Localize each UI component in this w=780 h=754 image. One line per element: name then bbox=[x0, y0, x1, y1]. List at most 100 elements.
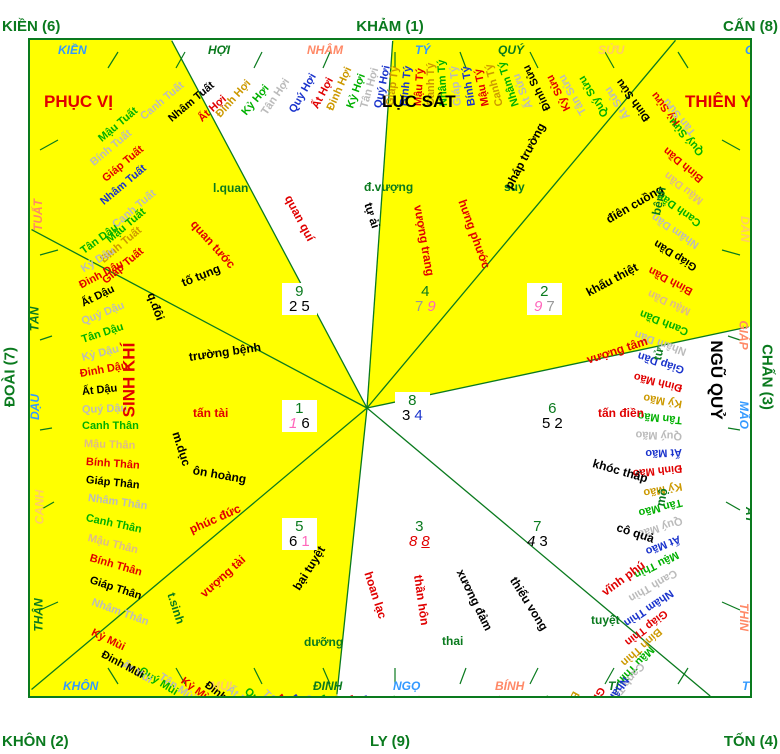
term-d-vuong: đ.vượng bbox=[364, 180, 414, 194]
corner-label-ton: TỐN (4) bbox=[723, 733, 778, 750]
sector-title-sinh-khi: SINH KHÍ bbox=[119, 342, 139, 418]
term-tu: tử bbox=[650, 346, 667, 362]
star-number-right: 1 bbox=[301, 533, 310, 550]
corner-label-chan: CHẤN (3) bbox=[758, 344, 776, 410]
direction-tick bbox=[529, 51, 539, 69]
direction-label-thìn: THÌN bbox=[737, 603, 751, 631]
direction-label-khôn: KHÔN bbox=[63, 679, 99, 693]
star-number-left: 5 bbox=[542, 415, 551, 432]
corner-label-kham: KHẢM (1) bbox=[356, 18, 424, 35]
direction-label-giáp: GIÁP bbox=[736, 320, 751, 350]
corner-label-can: CẤN (8) bbox=[723, 18, 778, 35]
direction-tick bbox=[322, 51, 331, 69]
sector-wedge bbox=[30, 408, 367, 696]
direction-tick bbox=[721, 139, 741, 151]
star-number-right: 6 bbox=[301, 415, 310, 432]
corner-label-khon: KHÔN (2) bbox=[2, 733, 69, 750]
star-number-top: 5 bbox=[290, 519, 309, 534]
direction-label-hợi: HỢI bbox=[208, 43, 231, 57]
direction-tick bbox=[604, 667, 615, 685]
sector-divider-ray bbox=[366, 40, 394, 409]
direction-label-mão: MÃO bbox=[737, 401, 751, 429]
sector-wedge bbox=[30, 228, 367, 691]
star-number-top: 9 bbox=[290, 284, 309, 299]
direction-label-ất: ẤT bbox=[743, 507, 752, 523]
direction-tick bbox=[39, 139, 59, 151]
star-number-left: 7 bbox=[415, 298, 424, 315]
direction-tick bbox=[459, 667, 467, 685]
ganzhi-label: Tân Tị bbox=[453, 696, 466, 697]
direction-tick bbox=[39, 335, 53, 341]
direction-tick bbox=[725, 501, 741, 511]
star-number-left: 9 bbox=[534, 298, 543, 315]
sector-divider-ray bbox=[171, 40, 368, 409]
sector-title-luc-sat: LỤC SÁT bbox=[382, 92, 456, 111]
star-number-right: 2 bbox=[554, 415, 563, 432]
direction-tick bbox=[39, 601, 59, 611]
star-number-top: 2 bbox=[535, 284, 554, 299]
term-tuyet: tuyệt bbox=[591, 613, 620, 627]
direction-tick bbox=[39, 249, 59, 256]
star-number-left: 1 bbox=[289, 415, 298, 432]
direction-label-tuất: TUẤT bbox=[31, 199, 45, 231]
star-number-right: 7 bbox=[546, 298, 555, 315]
direction-label-đinh: ĐINH bbox=[313, 679, 343, 693]
direction-label-kiền: KIỀN bbox=[58, 43, 87, 57]
direction-label-dần: DẦN bbox=[738, 216, 752, 242]
star-number-left: 3 bbox=[402, 407, 411, 424]
sector-title-thien-y: THIÊN Y bbox=[685, 92, 752, 111]
direction-label-bính: BÍNH bbox=[495, 679, 525, 693]
direction-tick bbox=[175, 51, 186, 69]
sector-divider-ray bbox=[366, 326, 749, 409]
star-number-top: 3 bbox=[415, 518, 424, 535]
direction-tick bbox=[721, 601, 741, 611]
direction-label-ngọ: NGỌ bbox=[393, 679, 421, 693]
ganzhi-label: Canh Thân bbox=[82, 420, 139, 432]
ganzhi-label: Quý Mão bbox=[635, 428, 683, 442]
term-duong: dưỡng bbox=[304, 635, 344, 649]
corner-label-ly: LY (9) bbox=[369, 733, 411, 750]
term-tan-dien: tấn điền bbox=[598, 406, 645, 420]
sector-divider-ray bbox=[31, 407, 368, 690]
direction-label-nhâm: NHÂM bbox=[307, 43, 343, 57]
direction-tick bbox=[529, 667, 539, 685]
direction-tick bbox=[253, 51, 263, 69]
star-number-left: 6 bbox=[289, 533, 298, 550]
sector-geometry bbox=[30, 40, 750, 696]
sector-title-phuc-vi: PHỤC VỊ bbox=[44, 92, 113, 111]
direction-label-sửu: SỬU bbox=[598, 43, 625, 57]
direction-label-canh: CANH bbox=[32, 489, 47, 525]
sector-wedge bbox=[367, 326, 750, 696]
star-number-top: 7 bbox=[533, 518, 542, 535]
star-number-top: 6 bbox=[548, 400, 557, 417]
corner-label-kien: KIỀN (6) bbox=[2, 18, 61, 35]
direction-tick bbox=[253, 667, 263, 685]
direction-label-mùi: MÙI bbox=[210, 679, 232, 693]
direction-label-quý: QUÝ bbox=[498, 43, 525, 57]
star-number-top: 8 bbox=[403, 393, 422, 408]
ganzhi-label: Kỷ Tị bbox=[466, 696, 480, 697]
star-number-top: 4 bbox=[421, 283, 430, 300]
direction-tick bbox=[721, 249, 741, 256]
direction-label-dậu: DẬU bbox=[28, 394, 42, 420]
direction-tick bbox=[39, 501, 55, 511]
star-number-top: 1 bbox=[290, 401, 309, 416]
ganzhi-label: Ất Mão bbox=[645, 446, 683, 460]
direction-tick bbox=[677, 667, 689, 685]
direction-label-tốn: TỐN bbox=[742, 679, 750, 693]
direction-label-tý: TÝ bbox=[415, 43, 431, 57]
ganzhi-label: Quý Tị bbox=[440, 696, 453, 697]
star-number-left: 8 bbox=[409, 533, 418, 550]
star-number-right: 5 bbox=[301, 298, 310, 315]
